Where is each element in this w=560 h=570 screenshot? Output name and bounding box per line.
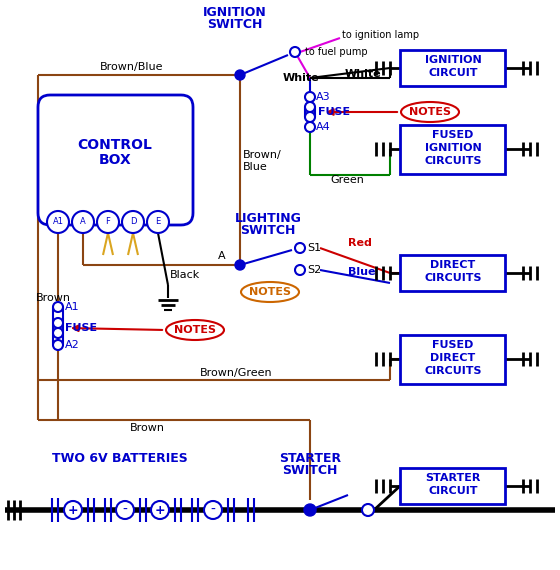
Circle shape <box>53 328 63 338</box>
Text: A2: A2 <box>65 340 80 350</box>
Text: CIRCUIT: CIRCUIT <box>428 486 478 496</box>
Circle shape <box>72 211 94 233</box>
Text: A1: A1 <box>53 218 63 226</box>
Text: D: D <box>130 218 136 226</box>
Text: White: White <box>283 73 320 83</box>
Text: STARTER: STARTER <box>425 473 480 483</box>
Circle shape <box>97 211 119 233</box>
Text: CIRCUIT: CIRCUIT <box>428 68 478 78</box>
Circle shape <box>116 501 134 519</box>
Circle shape <box>53 340 63 350</box>
Text: IGNITION: IGNITION <box>424 55 482 65</box>
Text: NOTES: NOTES <box>174 325 216 335</box>
Circle shape <box>47 211 69 233</box>
Text: CONTROL: CONTROL <box>78 138 152 152</box>
Text: Green: Green <box>330 175 364 185</box>
Circle shape <box>305 122 315 132</box>
Text: CIRCUITS: CIRCUITS <box>424 366 482 376</box>
Text: FUSED: FUSED <box>432 340 474 350</box>
Text: SWITCH: SWITCH <box>282 463 338 477</box>
Bar <box>400 468 505 504</box>
Text: to ignition lamp: to ignition lamp <box>342 30 419 40</box>
Text: CIRCUITS: CIRCUITS <box>424 156 482 166</box>
Text: FUSE: FUSE <box>318 107 350 117</box>
Text: +: + <box>68 503 78 516</box>
Text: F: F <box>106 218 110 226</box>
Bar <box>400 335 505 384</box>
Ellipse shape <box>166 320 224 340</box>
Circle shape <box>295 265 305 275</box>
Text: -: - <box>211 503 216 517</box>
Text: CIRCUITS: CIRCUITS <box>424 273 482 283</box>
Text: Brown/Green: Brown/Green <box>200 368 273 378</box>
Text: DIRECT: DIRECT <box>431 353 475 363</box>
Text: A: A <box>80 218 86 226</box>
Text: NOTES: NOTES <box>409 107 451 117</box>
Text: A4: A4 <box>316 122 331 132</box>
FancyBboxPatch shape <box>38 95 193 225</box>
Text: Brown: Brown <box>130 423 165 433</box>
Text: IGNITION: IGNITION <box>424 143 482 153</box>
Circle shape <box>53 318 63 328</box>
Circle shape <box>147 211 169 233</box>
Circle shape <box>362 504 374 516</box>
Ellipse shape <box>241 282 299 302</box>
Bar <box>400 125 505 174</box>
Circle shape <box>122 211 144 233</box>
Text: Red: Red <box>348 238 372 248</box>
Text: E: E <box>155 218 161 226</box>
Text: White: White <box>345 69 381 79</box>
Circle shape <box>151 501 169 519</box>
Text: LIGHTING: LIGHTING <box>235 211 301 225</box>
Text: S1: S1 <box>307 243 321 253</box>
Text: -: - <box>123 503 128 517</box>
Text: Black: Black <box>170 270 200 280</box>
Circle shape <box>53 302 63 312</box>
Ellipse shape <box>401 102 459 122</box>
Text: Brown/Blue: Brown/Blue <box>100 62 164 72</box>
Text: BOX: BOX <box>99 153 132 167</box>
Text: Brown/: Brown/ <box>243 150 282 160</box>
Text: Blue: Blue <box>348 267 376 277</box>
Circle shape <box>304 504 316 516</box>
Text: Brown: Brown <box>36 293 71 303</box>
Text: FUSED: FUSED <box>432 130 474 140</box>
Circle shape <box>305 112 315 122</box>
Text: +: + <box>155 503 165 516</box>
Bar <box>400 50 505 86</box>
Text: to fuel pump: to fuel pump <box>305 47 367 57</box>
Text: TWO 6V BATTERIES: TWO 6V BATTERIES <box>52 451 188 465</box>
Circle shape <box>235 260 245 270</box>
Text: NOTES: NOTES <box>249 287 291 297</box>
Text: Blue: Blue <box>243 162 268 172</box>
Text: SWITCH: SWITCH <box>207 18 263 31</box>
Text: A1: A1 <box>65 302 80 312</box>
Text: STARTER: STARTER <box>279 451 341 465</box>
Bar <box>400 255 505 291</box>
Circle shape <box>290 47 300 57</box>
Text: SWITCH: SWITCH <box>240 223 296 237</box>
Text: S2: S2 <box>307 265 321 275</box>
Text: A3: A3 <box>316 92 330 102</box>
Text: A: A <box>218 251 226 261</box>
Text: DIRECT: DIRECT <box>431 260 475 270</box>
Circle shape <box>64 501 82 519</box>
Circle shape <box>235 70 245 80</box>
Circle shape <box>305 102 315 112</box>
Circle shape <box>204 501 222 519</box>
Text: IGNITION: IGNITION <box>203 6 267 18</box>
Circle shape <box>305 92 315 102</box>
Circle shape <box>295 243 305 253</box>
Text: FUSE: FUSE <box>65 323 97 333</box>
